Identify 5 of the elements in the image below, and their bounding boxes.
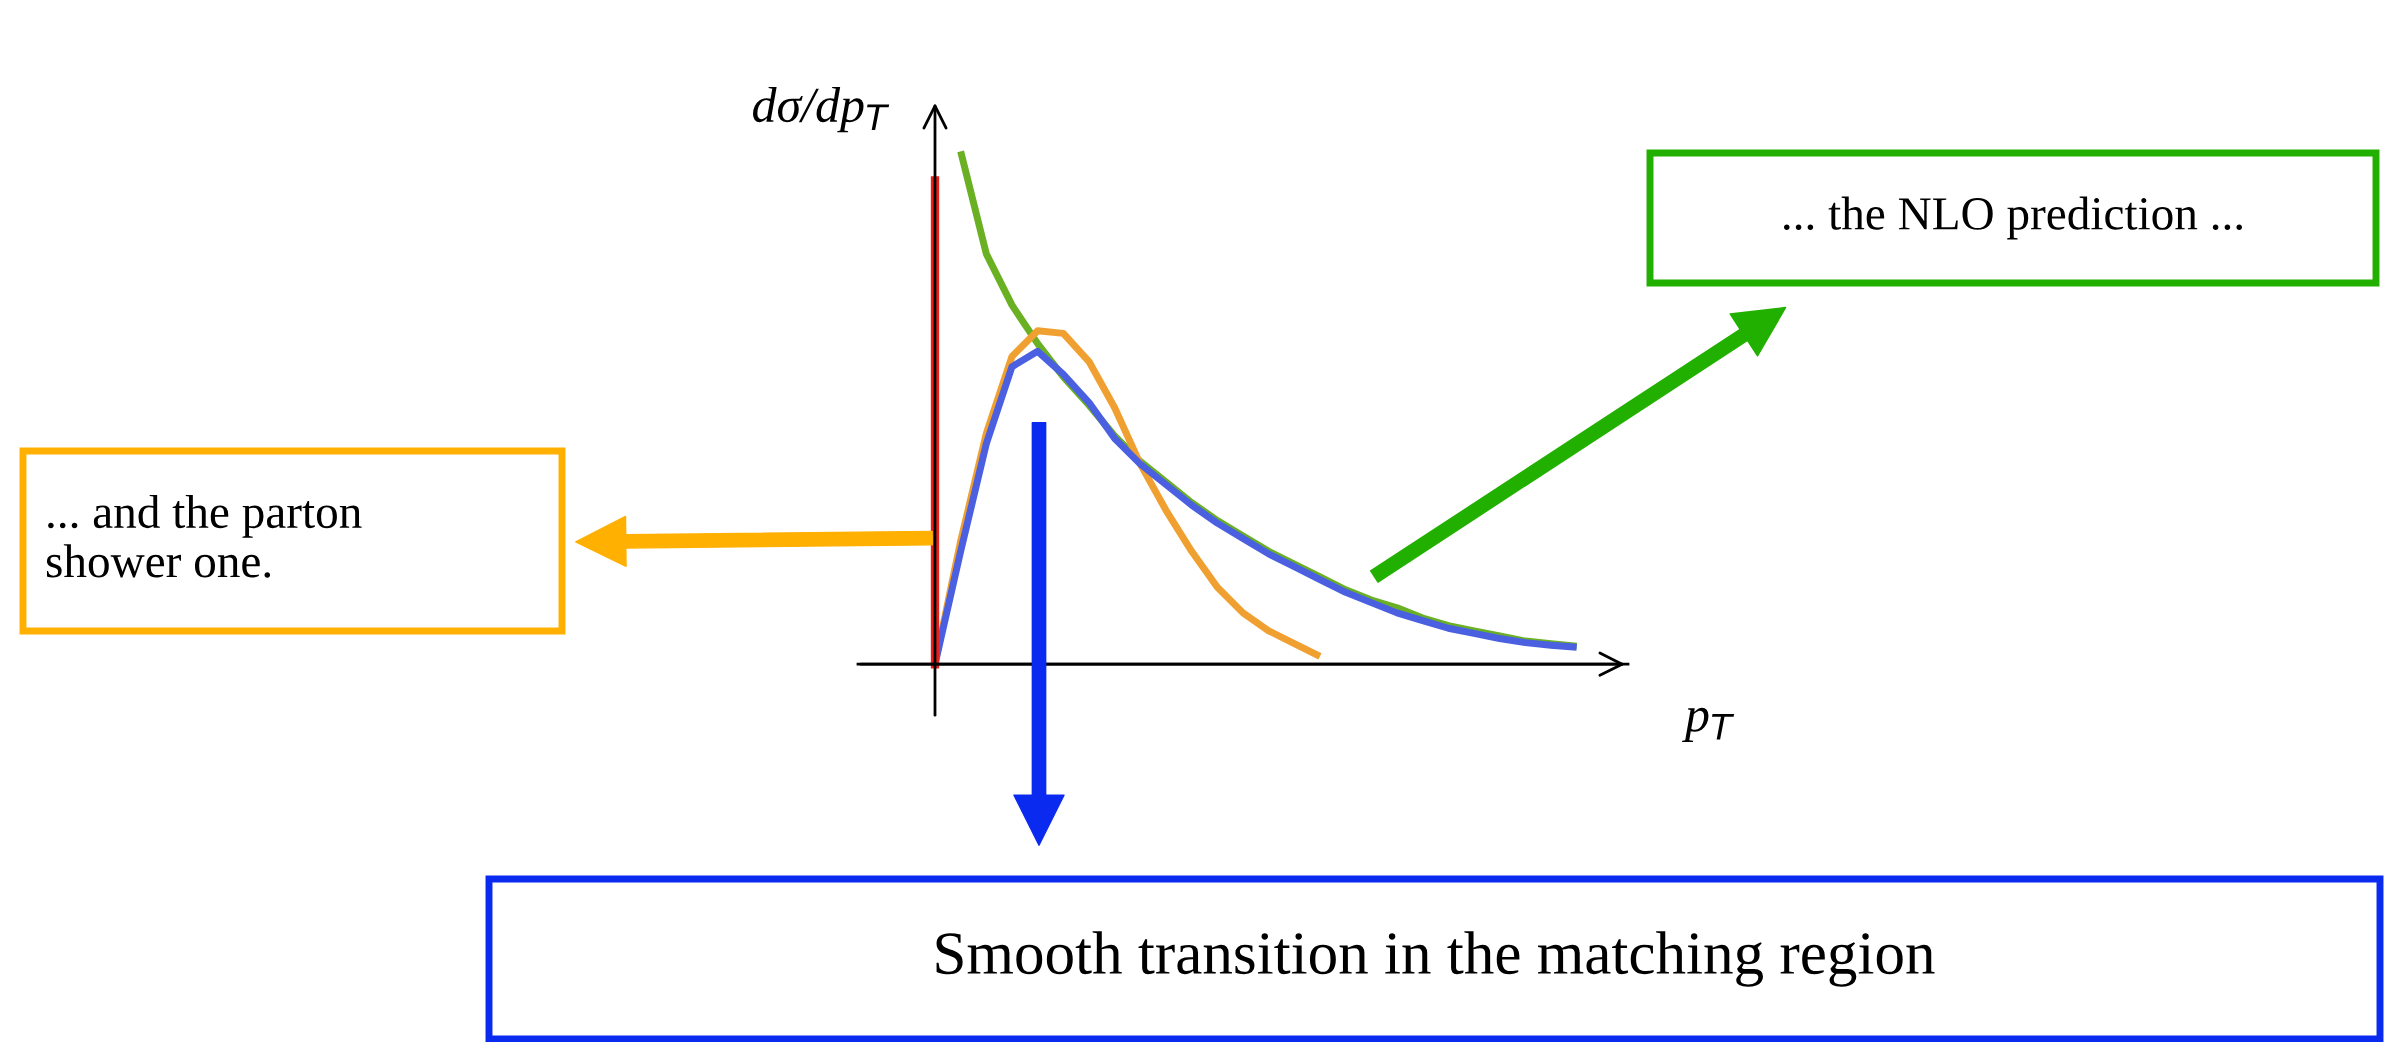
text: ... and the parton shower one. xyxy=(46,494,362,578)
text: ... the NLO prediction ... xyxy=(1783,196,2243,240)
y-axis-title: dσ/dp$_{T}$ xyxy=(753,87,890,133)
x-axis-title: p$_{T}$ xyxy=(1682,707,1735,742)
text: Smooth transition in the matching region xyxy=(936,931,1935,987)
